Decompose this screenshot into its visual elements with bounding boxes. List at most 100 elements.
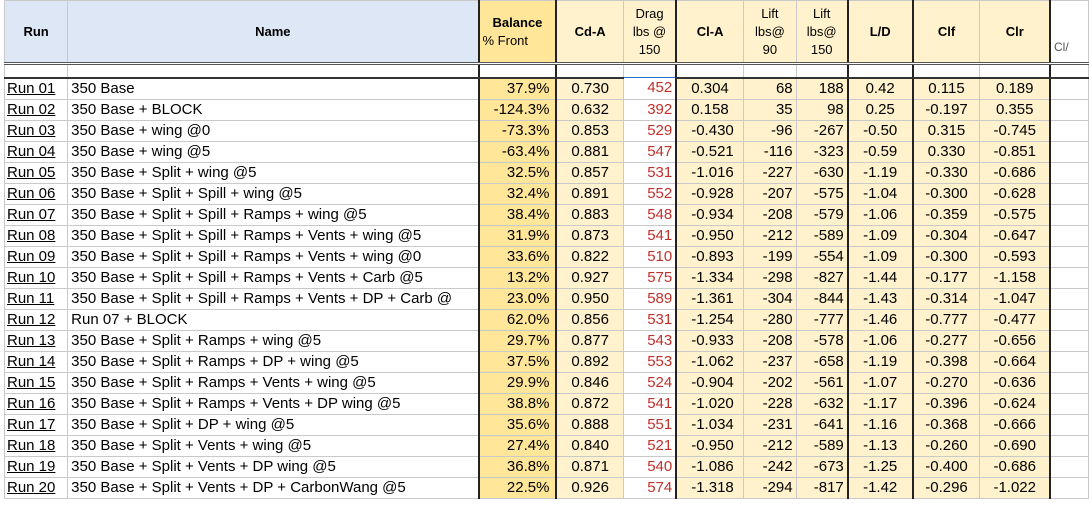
run-cell[interactable]: Run 17	[3, 413, 69, 436]
clr-cell[interactable]: -1.158	[979, 266, 1051, 289]
clf-cell[interactable]: -0.396	[911, 392, 981, 415]
clf-cell[interactable]: -0.359	[911, 203, 981, 226]
lift150-cell[interactable]: 188	[795, 77, 849, 100]
cda-cell[interactable]: 0.872	[555, 392, 624, 415]
ld-cell[interactable]: -1.43	[846, 287, 914, 310]
balance-cell[interactable]: 32.5%	[477, 161, 557, 184]
name-cell[interactable]: 350 Base + Split + Vents + DP + CarbonWa…	[67, 476, 480, 499]
lift150-cell[interactable]: -641	[795, 413, 849, 436]
empty-cell[interactable]	[1049, 413, 1089, 436]
lift90-cell[interactable]: -237	[743, 350, 797, 373]
clr-cell[interactable]: -1.022	[979, 476, 1051, 499]
cla-cell[interactable]: -0.928	[675, 182, 745, 205]
run-cell[interactable]: Run 06	[3, 182, 69, 205]
name-cell[interactable]: 350 Base + Split + Spill + Ramps + Vents…	[67, 224, 480, 247]
lift90-cell[interactable]: -212	[743, 434, 797, 457]
run-cell[interactable]: Run 19	[3, 455, 69, 478]
lift90-cell[interactable]: -199	[743, 245, 797, 268]
ld-cell[interactable]: -1.46	[846, 308, 914, 331]
cla-cell[interactable]: -1.062	[675, 350, 745, 373]
ld-cell[interactable]: -1.19	[846, 350, 914, 373]
cla-cell[interactable]: -1.361	[675, 287, 745, 310]
clf-cell[interactable]: 0.315	[911, 119, 981, 142]
ld-cell[interactable]: -0.59	[846, 140, 914, 163]
clr-cell[interactable]: -0.745	[979, 119, 1051, 142]
gap-cell[interactable]	[911, 63, 981, 79]
name-cell[interactable]: 350 Base + Split + DP + wing @5	[67, 413, 480, 436]
name-cell[interactable]: Run 07 + BLOCK	[67, 308, 480, 331]
cda-cell[interactable]: 0.730	[555, 77, 624, 100]
cda-cell[interactable]: 0.877	[555, 329, 624, 352]
clf-cell[interactable]: -0.314	[911, 287, 981, 310]
lift150-cell[interactable]: -817	[795, 476, 849, 499]
name-cell[interactable]: 350 Base + Split + Spill + Ramps + wing …	[67, 203, 480, 226]
drag-cell[interactable]: 392	[622, 98, 677, 121]
empty-cell[interactable]	[1049, 371, 1089, 394]
name-cell[interactable]: 350 Base + wing @5	[67, 140, 480, 163]
lift90-cell[interactable]: -208	[743, 203, 797, 226]
clr-cell[interactable]: -0.636	[979, 371, 1051, 394]
empty-cell[interactable]	[1049, 308, 1089, 331]
empty-cell[interactable]	[1049, 455, 1089, 478]
header-ld[interactable]: L/D	[846, 0, 914, 65]
clf-cell[interactable]: -0.300	[911, 245, 981, 268]
balance-cell[interactable]: 33.6%	[477, 245, 557, 268]
lift90-cell[interactable]: -212	[743, 224, 797, 247]
clr-cell[interactable]: -1.047	[979, 287, 1051, 310]
balance-cell[interactable]: 23.0%	[477, 287, 557, 310]
run-cell[interactable]: Run 07	[3, 203, 69, 226]
clr-cell[interactable]: -0.686	[979, 455, 1051, 478]
clf-cell[interactable]: -0.330	[911, 161, 981, 184]
header-lift90[interactable]: Lift lbs@ 90	[743, 0, 797, 65]
run-cell[interactable]: Run 09	[3, 245, 69, 268]
lift150-cell[interactable]: -658	[795, 350, 849, 373]
clr-cell[interactable]: -0.664	[979, 350, 1051, 373]
lift150-cell[interactable]: -632	[795, 392, 849, 415]
drag-cell[interactable]: 521	[622, 434, 677, 457]
lift150-cell[interactable]: -777	[795, 308, 849, 331]
drag-cell[interactable]: 529	[622, 119, 677, 142]
drag-cell[interactable]: 541	[622, 224, 677, 247]
drag-cell[interactable]: 548	[622, 203, 677, 226]
drag-cell[interactable]: 510	[622, 245, 677, 268]
lift90-cell[interactable]: -298	[743, 266, 797, 289]
empty-cell[interactable]	[1049, 161, 1089, 184]
name-cell[interactable]: 350 Base + Split + Vents + wing @5	[67, 434, 480, 457]
gap-cell[interactable]	[979, 63, 1051, 79]
run-cell[interactable]: Run 11	[3, 287, 69, 310]
lift150-cell[interactable]: -844	[795, 287, 849, 310]
ld-cell[interactable]: -1.06	[846, 329, 914, 352]
clf-cell[interactable]: -0.197	[911, 98, 981, 121]
lift150-cell[interactable]: 98	[795, 98, 849, 121]
cla-cell[interactable]: -0.950	[675, 434, 745, 457]
header-cda[interactable]: Cd-A	[555, 0, 624, 65]
cda-cell[interactable]: 0.857	[555, 161, 624, 184]
balance-cell[interactable]: 22.5%	[477, 476, 557, 499]
drag-cell[interactable]: 575	[622, 266, 677, 289]
clf-cell[interactable]: -0.777	[911, 308, 981, 331]
drag-cell[interactable]: 589	[622, 287, 677, 310]
empty-cell[interactable]	[1049, 287, 1089, 310]
gap-cell[interactable]	[67, 63, 480, 79]
balance-cell[interactable]: 62.0%	[477, 308, 557, 331]
lift150-cell[interactable]: -589	[795, 224, 849, 247]
cda-cell[interactable]: 0.888	[555, 413, 624, 436]
name-cell[interactable]: 350 Base + Split + Vents + DP wing @5	[67, 455, 480, 478]
empty-cell[interactable]	[1049, 245, 1089, 268]
balance-cell[interactable]: 37.9%	[477, 77, 557, 100]
ld-cell[interactable]: -1.09	[846, 224, 914, 247]
name-cell[interactable]: 350 Base + Split + Spill + Ramps + Vents…	[67, 266, 480, 289]
lift150-cell[interactable]: -323	[795, 140, 849, 163]
lift150-cell[interactable]: -589	[795, 434, 849, 457]
empty-cell[interactable]	[1049, 140, 1089, 163]
cla-cell[interactable]: 0.158	[675, 98, 745, 121]
lift90-cell[interactable]: -227	[743, 161, 797, 184]
gap-cell[interactable]	[846, 63, 914, 79]
lift150-cell[interactable]: -267	[795, 119, 849, 142]
name-cell[interactable]: 350 Base + Split + Spill + wing @5	[67, 182, 480, 205]
clf-cell[interactable]: -0.398	[911, 350, 981, 373]
balance-cell[interactable]: 31.9%	[477, 224, 557, 247]
cda-cell[interactable]: 0.881	[555, 140, 624, 163]
lift150-cell[interactable]: -827	[795, 266, 849, 289]
